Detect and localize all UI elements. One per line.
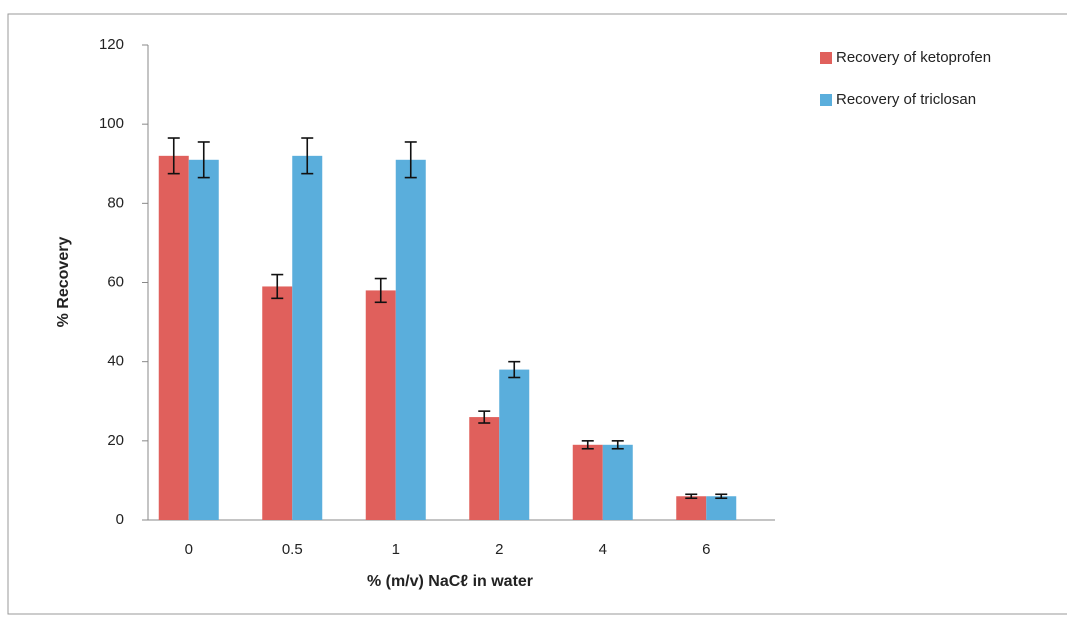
y-tick-label: 0	[116, 511, 124, 528]
x-tick-label: 6	[702, 541, 710, 558]
error-bar	[271, 273, 284, 300]
bar	[365, 290, 396, 520]
x-tick-label: 4	[599, 541, 607, 558]
y-tick-label: 80	[107, 194, 124, 211]
error-bar	[581, 440, 594, 450]
x-tick-label: 0	[185, 541, 193, 558]
bar	[499, 369, 530, 520]
error-bar	[301, 137, 314, 175]
bar	[292, 155, 323, 521]
y-tick-label: 40	[107, 353, 124, 370]
x-tick-label: 0.5	[282, 541, 303, 558]
x-tick-label: 1	[392, 541, 400, 558]
y-axis-title: % Recovery	[55, 237, 72, 328]
bar	[188, 159, 219, 520]
frame	[7, 13, 1067, 615]
bar	[706, 496, 737, 520]
y-tick-label: 60	[107, 273, 124, 290]
error-bar	[374, 277, 387, 304]
error-bar	[508, 360, 521, 379]
bar	[262, 286, 293, 520]
legend-swatch	[820, 52, 832, 64]
x-tick-label: 2	[495, 541, 503, 558]
error-bar	[167, 137, 180, 175]
y-tick-label: 100	[99, 115, 124, 132]
bar	[572, 444, 603, 520]
bar	[469, 417, 500, 520]
error-bar	[404, 141, 417, 179]
legend-swatch	[820, 94, 832, 106]
error-bar	[685, 493, 698, 500]
y-tick-label: 20	[107, 432, 124, 449]
error-bar	[197, 141, 210, 179]
bar	[676, 496, 707, 520]
error-bar	[715, 493, 728, 500]
y-tick-label: 120	[99, 36, 124, 53]
error-bar	[478, 410, 491, 424]
bar	[158, 155, 189, 521]
error-bar	[611, 440, 624, 450]
legend-label: Recovery of ketoprofen	[836, 49, 991, 66]
legend-label: Recovery of triclosan	[836, 91, 976, 108]
x-axis-title: % (m/v) NaCℓ in water	[367, 573, 533, 590]
bar	[395, 159, 426, 520]
bar	[602, 444, 633, 520]
